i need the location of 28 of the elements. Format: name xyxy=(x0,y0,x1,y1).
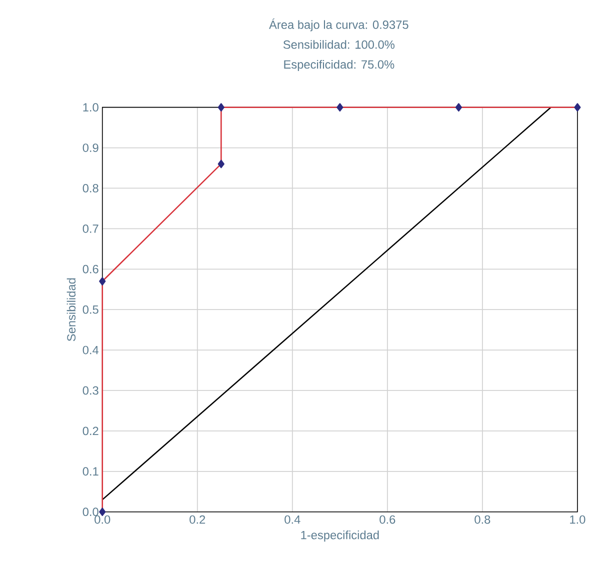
text: Especificidad: 75.0% xyxy=(284,60,394,71)
point xyxy=(218,160,224,168)
x-tick-label: 0.2 xyxy=(190,515,206,524)
point xyxy=(455,102,462,112)
x-tick-label: 0.4 xyxy=(284,515,300,524)
y-tick-label: 0.2 xyxy=(82,426,98,435)
y-tick-label: 1.0 xyxy=(83,102,98,112)
y-tick-label: 0.4 xyxy=(82,346,99,354)
chart-title: Área bajo la curva: 0.9375 xyxy=(269,18,408,32)
y-tick-label: 0.6 xyxy=(82,264,98,274)
x-tick-label: 0.8 xyxy=(474,515,490,524)
point xyxy=(574,102,581,112)
point xyxy=(218,102,224,112)
x-axis-title: 1-especificidad xyxy=(301,530,379,542)
y-tick-label: 0.0 xyxy=(82,507,98,516)
x-tick-label: 0.0 xyxy=(94,515,110,524)
y-tick-label: 0.1 xyxy=(82,466,98,476)
text: Sensibilidad: 100.0% xyxy=(283,40,394,49)
y-tick-label: 0.5 xyxy=(82,305,98,314)
y-axis-title: Sensibilidad xyxy=(66,278,76,341)
y-tick-label: 0.7 xyxy=(82,224,98,233)
y-tick-label: 0.3 xyxy=(82,386,98,394)
y-tick-label: 0.8 xyxy=(82,184,98,192)
point xyxy=(336,102,344,112)
point xyxy=(99,276,106,286)
y-tick-label: 0.9 xyxy=(82,143,98,152)
x-tick-label: 1.0 xyxy=(570,515,586,524)
x-tick-label: 0.6 xyxy=(380,515,396,524)
